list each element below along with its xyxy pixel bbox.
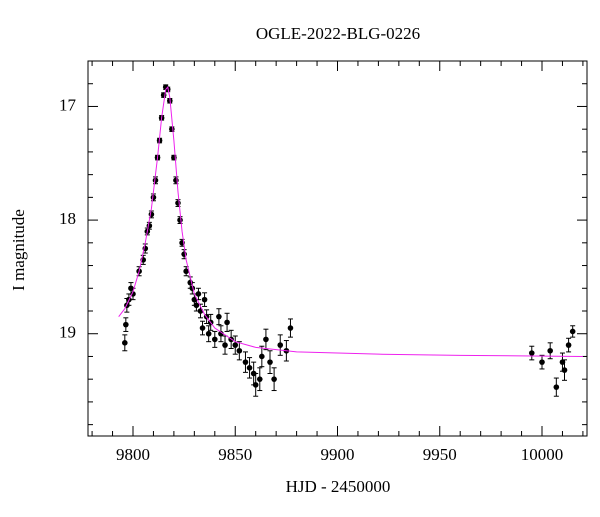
x-tick-label: 9800 [116, 445, 150, 464]
data-point [211, 336, 218, 343]
x-tick-label: 9850 [218, 445, 252, 464]
x-tick-label: 9950 [423, 445, 457, 464]
data-point [559, 359, 566, 365]
data-point [528, 350, 535, 356]
x-axis-label: HJD - 2450000 [286, 477, 391, 496]
data-point [173, 177, 179, 184]
model-curve [118, 86, 583, 357]
data-point [236, 347, 243, 354]
data-point [169, 126, 175, 132]
data-point [263, 336, 269, 343]
data-point [256, 376, 263, 382]
x-tick-label: 10000 [521, 445, 564, 464]
data-point [177, 217, 183, 223]
data-point [271, 376, 277, 382]
data-point [193, 302, 200, 309]
data-point [246, 365, 253, 371]
data-point [150, 194, 157, 201]
data-point [175, 200, 181, 206]
data-point [199, 325, 206, 331]
data-point [183, 268, 189, 275]
data-point [277, 342, 284, 348]
data-point [252, 382, 259, 388]
data-point [259, 353, 265, 360]
data-point [287, 325, 294, 331]
data-point [569, 328, 576, 335]
y-tick-label: 18 [59, 209, 76, 228]
data-point [148, 211, 155, 218]
data-point [218, 330, 224, 337]
data-point [205, 330, 212, 337]
data-point [232, 342, 239, 348]
data-point [565, 342, 572, 348]
data-point [201, 296, 208, 303]
y-tick-label: 19 [59, 323, 76, 342]
data-point [216, 313, 222, 320]
data-point [123, 321, 129, 328]
data-point [146, 222, 153, 229]
data-point [122, 340, 128, 346]
y-tick-label: 17 [59, 95, 77, 114]
x-tick-label: 9900 [321, 445, 355, 464]
data-point [539, 359, 545, 365]
data-point [553, 384, 560, 390]
data-point [152, 177, 159, 184]
data-point [267, 359, 273, 365]
y-axis-label: I magnitude [9, 209, 28, 291]
chart-title: OGLE-2022-BLG-0226 [256, 24, 420, 43]
data-point [224, 319, 230, 326]
data-point [561, 367, 568, 373]
data-point [222, 342, 228, 348]
data-point [547, 347, 553, 354]
data-point [242, 359, 249, 365]
data-point [195, 291, 202, 297]
